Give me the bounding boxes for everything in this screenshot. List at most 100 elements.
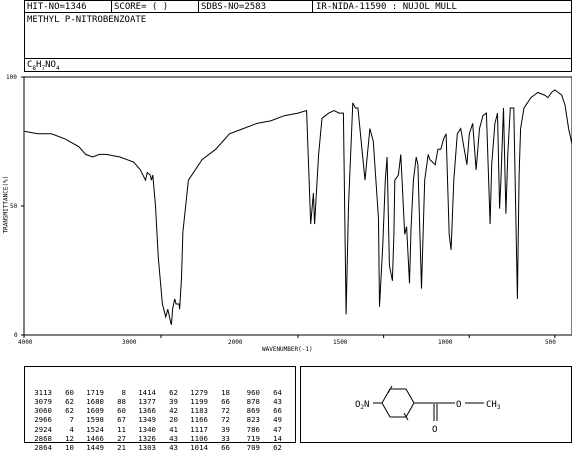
molecule-structure: O2N O O CH3: [355, 385, 501, 435]
hit-no: HIT-NO=1346: [27, 2, 87, 12]
peak-wavenumber: 1340: [138, 424, 156, 434]
x-axis-label: WAVENUMBER(-1): [262, 346, 313, 353]
peak-wavenumber: 1279: [190, 387, 208, 397]
peak-table: 3113 60 1719 8 1414 62 1279 18 960 64 3079 62 1680 88…: [28, 369, 288, 462]
formula: C8H7NO4: [27, 60, 60, 72]
peak-wavenumber: 2924: [34, 424, 52, 434]
peak-wavenumber: 719: [246, 434, 260, 444]
peak-wavenumber: 1303: [138, 443, 156, 453]
peak-wavenumber: 1598: [86, 415, 104, 425]
peak-wavenumber: 1466: [86, 434, 104, 444]
peak-table-row: 2864 10 1449 21 1303 43 1014 66 709 62: [28, 443, 288, 452]
peak-table-row: 3060 62 1609 60 1366 42 1183 72 869 66: [28, 406, 288, 415]
peak-wavenumber: 1719: [86, 387, 104, 397]
peak-wavenumber: 823: [246, 415, 260, 425]
score: SCORE= ( ): [114, 2, 169, 12]
peak-transmittance: 7: [69, 415, 74, 425]
peak-transmittance: 62: [169, 387, 178, 397]
nitro-group: O2N: [355, 400, 369, 411]
peak-table-row: 2924 4 1524 11 1340 41 1117 39 786 47: [28, 425, 288, 434]
peak-transmittance: 39: [221, 424, 230, 434]
peak-transmittance: 27: [117, 434, 126, 444]
peak-transmittance: 10: [65, 443, 74, 453]
peak-transmittance: 60: [117, 406, 126, 416]
peak-wavenumber: 2864: [34, 443, 52, 453]
ir-nida: IR-NIDA-11590 : NUJOL MULL: [316, 2, 457, 12]
peak-transmittance: 60: [65, 387, 74, 397]
divider-2: [198, 0, 199, 13]
peak-transmittance: 18: [221, 387, 230, 397]
x-tick-4000: 4000: [18, 339, 33, 346]
peak-wavenumber: 1366: [138, 406, 156, 416]
peak-transmittance: 4: [69, 424, 74, 434]
peak-transmittance: 72: [221, 415, 230, 425]
peak-transmittance: 21: [117, 443, 126, 453]
peak-transmittance: 20: [169, 415, 178, 425]
peak-transmittance: 11: [117, 424, 126, 434]
peak-table-row: 2966 7 1598 67 1349 20 1166 72 823 49: [28, 415, 288, 424]
compound-name: METHYL P-NITROBENZOATE: [27, 15, 147, 25]
peak-wavenumber: 2966: [34, 415, 52, 425]
peak-table-row: 3079 62 1680 88 1377 39 1199 66 878 43: [28, 397, 288, 406]
peak-wavenumber: 1680: [86, 396, 104, 406]
x-tick-1000: 1000: [438, 339, 453, 346]
peak-wavenumber: 3060: [34, 406, 52, 416]
sdbs-no: SDBS-NO=2583: [201, 2, 267, 12]
peak-transmittance: 33: [221, 434, 230, 444]
peak-wavenumber: 1106: [190, 434, 208, 444]
peak-transmittance: 66: [221, 443, 230, 453]
ester-oxygen: O: [456, 400, 461, 410]
peak-wavenumber: 1326: [138, 434, 156, 444]
peak-wavenumber: 1414: [138, 387, 156, 397]
peak-transmittance: 66: [273, 406, 282, 416]
peak-transmittance: 49: [273, 415, 282, 425]
peak-wavenumber: 960: [246, 387, 260, 397]
divider-1: [111, 0, 112, 13]
peak-wavenumber: 1377: [138, 396, 156, 406]
spectrum-line: [23, 89, 572, 325]
peak-transmittance: 43: [169, 443, 178, 453]
peak-wavenumber: 878: [246, 396, 260, 406]
peak-transmittance: 41: [169, 424, 178, 434]
peak-wavenumber: 869: [246, 406, 260, 416]
peak-wavenumber: 1117: [190, 424, 208, 434]
peak-transmittance: 62: [273, 443, 282, 453]
y-tick-0: 0: [14, 332, 18, 339]
peak-transmittance: 64: [273, 387, 282, 397]
peak-table-row: 2868 12 1466 27 1326 43 1106 33 719 14: [28, 434, 288, 443]
peak-transmittance: 72: [221, 406, 230, 416]
peak-transmittance: 66: [221, 396, 230, 406]
carbonyl-oxygen: O: [432, 425, 437, 435]
peak-transmittance: 62: [65, 396, 74, 406]
peak-transmittance: 47: [273, 424, 282, 434]
divider-3: [312, 0, 313, 13]
ir-spectrum-chart: [21, 76, 572, 338]
peak-wavenumber: 709: [246, 443, 260, 453]
peak-wavenumber: 1449: [86, 443, 104, 453]
peak-wavenumber: 2868: [34, 434, 52, 444]
peak-wavenumber: 1183: [190, 406, 208, 416]
x-tick-3000: 3000: [122, 339, 137, 346]
peak-transmittance: 8: [121, 387, 126, 397]
y-axis-label: TRANSMITTANCE(%): [2, 175, 10, 234]
peak-wavenumber: 3113: [34, 387, 52, 397]
peak-transmittance: 43: [169, 434, 178, 444]
peak-wavenumber: 786: [246, 424, 260, 434]
peak-table-row: 3113 60 1719 8 1414 62 1279 18 960 64: [28, 388, 288, 397]
y-tick-50: 50: [10, 203, 18, 210]
peak-transmittance: 43: [273, 396, 282, 406]
methyl-group: CH3: [486, 400, 501, 411]
peak-wavenumber: 1349: [138, 415, 156, 425]
peak-transmittance: 14: [273, 434, 282, 444]
peak-transmittance: 39: [169, 396, 178, 406]
peak-transmittance: 42: [169, 406, 178, 416]
peak-wavenumber: 1199: [190, 396, 208, 406]
x-tick-2000: 2000: [228, 339, 243, 346]
peak-transmittance: 62: [65, 406, 74, 416]
peak-wavenumber: 1524: [86, 424, 104, 434]
y-tick-100: 100: [6, 74, 17, 81]
peak-wavenumber: 1166: [190, 415, 208, 425]
peak-wavenumber: 1014: [190, 443, 208, 453]
x-tick-500: 500: [545, 339, 556, 346]
peak-wavenumber: 1609: [86, 406, 104, 416]
